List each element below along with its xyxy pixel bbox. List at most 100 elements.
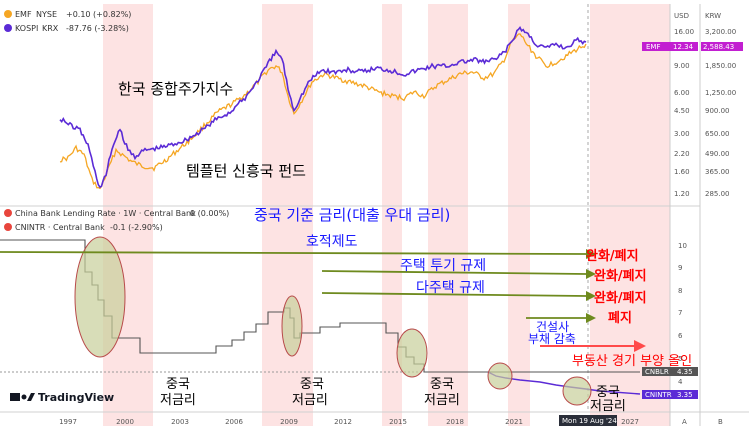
usd-tick-label: 16.00: [674, 28, 694, 36]
hukou-label: 호적제도: [306, 234, 358, 250]
krw-tick-label: 1,850.00: [705, 62, 736, 70]
cursor-date-bg: [559, 415, 617, 426]
relaxed-label-2: 완화/폐지: [594, 268, 647, 284]
top-legend: EMF NYSE +0.10 (+0.82%) KOSPI KRX -87.76…: [4, 10, 131, 33]
multi-home-arrowhead: [586, 291, 596, 301]
low-rate-4-line2: 저금리: [590, 399, 626, 414]
usd-tick-label: 1.20: [674, 190, 690, 198]
rate-tick-label: 5: [678, 355, 682, 363]
rate-cut-ellipse-2: [281, 295, 303, 357]
footer-letter-b: B: [718, 418, 723, 426]
krw-scale-ticks: 3,200.00 1,850.00 1,250.00 900.00 650.00 490.…: [705, 28, 736, 198]
emf-series-line: [59, 33, 587, 190]
cnintr-legend-value: -0.1 (-2.90%): [110, 223, 163, 232]
usd-tick-label: 6.00: [674, 89, 690, 97]
time-tick-label: 2012: [334, 418, 352, 426]
low-rate-3-line2: 저금리: [424, 393, 460, 408]
policy-arrows: [0, 249, 596, 323]
usd-scale-ticks: 16.00 9.00 6.00 4.50 3.00 2.20 1.60 1.20: [674, 28, 694, 198]
emf-price-tag-value: 12.34: [673, 43, 694, 51]
cnintr-legend-symbol: CNINTR · Central Bank: [15, 223, 105, 232]
cnblr-price-tag-value: 4.35: [677, 368, 693, 376]
rate-cut-ellipse-3: [396, 328, 428, 378]
china-rate-title: 중국 기준 금리(대출 우대 금리): [254, 206, 450, 224]
time-tick-label: 1997: [59, 418, 77, 426]
housing-speculation-arrowhead: [586, 269, 596, 279]
cursor-date-label: Mon 19 Aug '24: [562, 417, 617, 425]
rate-cut-ellipse-1: [74, 236, 126, 358]
rate-scale-ticks: 10 9 8 7 6 5 4: [678, 242, 687, 386]
cnblr-legend-symbol: China Bank Lending Rate · 1W · Central B…: [15, 209, 196, 218]
krw-tick-label: 3,200.00: [705, 28, 736, 36]
rate-tick-label: 10: [678, 242, 687, 250]
cnintr-price-tag-value: 3.35: [677, 391, 693, 399]
time-tick-label: 2000: [116, 418, 134, 426]
relaxed-label-3: 완화/폐지: [594, 290, 647, 306]
kospi-legend-change: -87.76 (-3.28%): [66, 24, 129, 33]
relaxed-label-1: 완화/폐지: [586, 248, 639, 264]
cnblr-price-tag-text: CNBLR: [645, 368, 669, 376]
footer-letter-a: A: [682, 418, 687, 426]
rate-tick-label: 4: [678, 378, 683, 386]
emf-legend-symbol: EMF: [15, 10, 32, 19]
time-tick-label: 2021: [505, 418, 523, 426]
time-axis-ticks: 1997 2000 2003 2006 2009 2012 2015 2018 2021 2027: [59, 418, 639, 426]
band-2: [262, 4, 313, 426]
cnintr-price-tag: CNINTR 3.35: [642, 390, 698, 399]
tv-logo-block: [10, 393, 20, 401]
bottom-legend: China Bank Lending Rate · 1W · Central B…: [4, 209, 229, 232]
kospi-legend-exchange: KRX: [42, 24, 59, 33]
time-tick-label: 2009: [280, 418, 298, 426]
emf-legend-exchange: NYSE: [36, 10, 57, 19]
tv-logo-wedge: [27, 393, 35, 401]
emf-price-tag-text: EMF: [646, 43, 661, 51]
kospi-series-line: [59, 26, 587, 189]
cnblr-price-tag: CNBLR 4.35: [642, 367, 698, 376]
kospi-price-tag-value: 2,588.43: [703, 43, 734, 51]
rate-tick-label: 8: [678, 287, 682, 295]
tradingview-logo: TradingView: [10, 391, 114, 404]
cnblr-legend-value: 0 (0.00%): [190, 209, 229, 218]
usd-tick-label: 4.50: [674, 107, 690, 115]
rate-tick-label: 7: [678, 309, 682, 317]
abolished-label: 폐지: [608, 311, 632, 326]
krw-tick-label: 490.00: [705, 150, 730, 158]
low-rate-4-line1: 중국: [596, 385, 620, 400]
emf-annotation: 템플턴 신흥국 펀드: [186, 162, 306, 180]
usd-tick-label: 9.00: [674, 62, 690, 70]
developer-debt-arrowhead: [586, 313, 596, 323]
watermark-text: TradingView: [38, 391, 114, 404]
krw-scale-label: KRW: [705, 12, 721, 20]
krw-tick-label: 650.00: [705, 130, 730, 138]
multi-home-arrow: [321, 292, 587, 297]
krw-tick-label: 285.00: [705, 190, 730, 198]
low-rate-3-line1: 중국: [430, 377, 454, 392]
rate-cut-ellipse-5: [562, 376, 592, 406]
housing-speculation-arrow: [321, 270, 587, 275]
kospi-price-tag: 2,588.43: [701, 42, 743, 51]
time-tick-label: 2003: [171, 418, 189, 426]
kospi-annotation: 한국 종합주가지수: [118, 80, 233, 98]
time-tick-label: 2018: [446, 418, 464, 426]
band-1: [103, 4, 153, 426]
hukou-arrow: [0, 251, 587, 255]
developer-debt-label-2: 부채 감축: [528, 332, 576, 346]
emf-legend-icon: [4, 10, 12, 18]
low-rate-1-line2: 저금리: [160, 393, 196, 408]
usd-scale-label: USD: [674, 12, 689, 20]
emf-price-tag-bg: [642, 42, 698, 51]
cnblr-price-tag-bg: [642, 367, 698, 376]
easing-period-bands: [103, 4, 670, 426]
low-rate-2-line2: 저금리: [292, 393, 328, 408]
developer-debt-label-1: 건설사: [536, 320, 569, 334]
cnblr-legend-icon: [4, 209, 12, 217]
emf-price-tag: EMF 12.34: [642, 42, 698, 51]
kospi-legend-symbol: KOSPI: [15, 24, 38, 33]
hukou-arrowhead: [586, 249, 596, 259]
kospi-legend-icon: [4, 24, 12, 32]
time-tick-label: 2006: [225, 418, 243, 426]
time-tick-label: 2027: [621, 418, 639, 426]
stimulus-arrowhead: [634, 340, 646, 352]
rate-cut-ellipse-4: [487, 362, 513, 390]
